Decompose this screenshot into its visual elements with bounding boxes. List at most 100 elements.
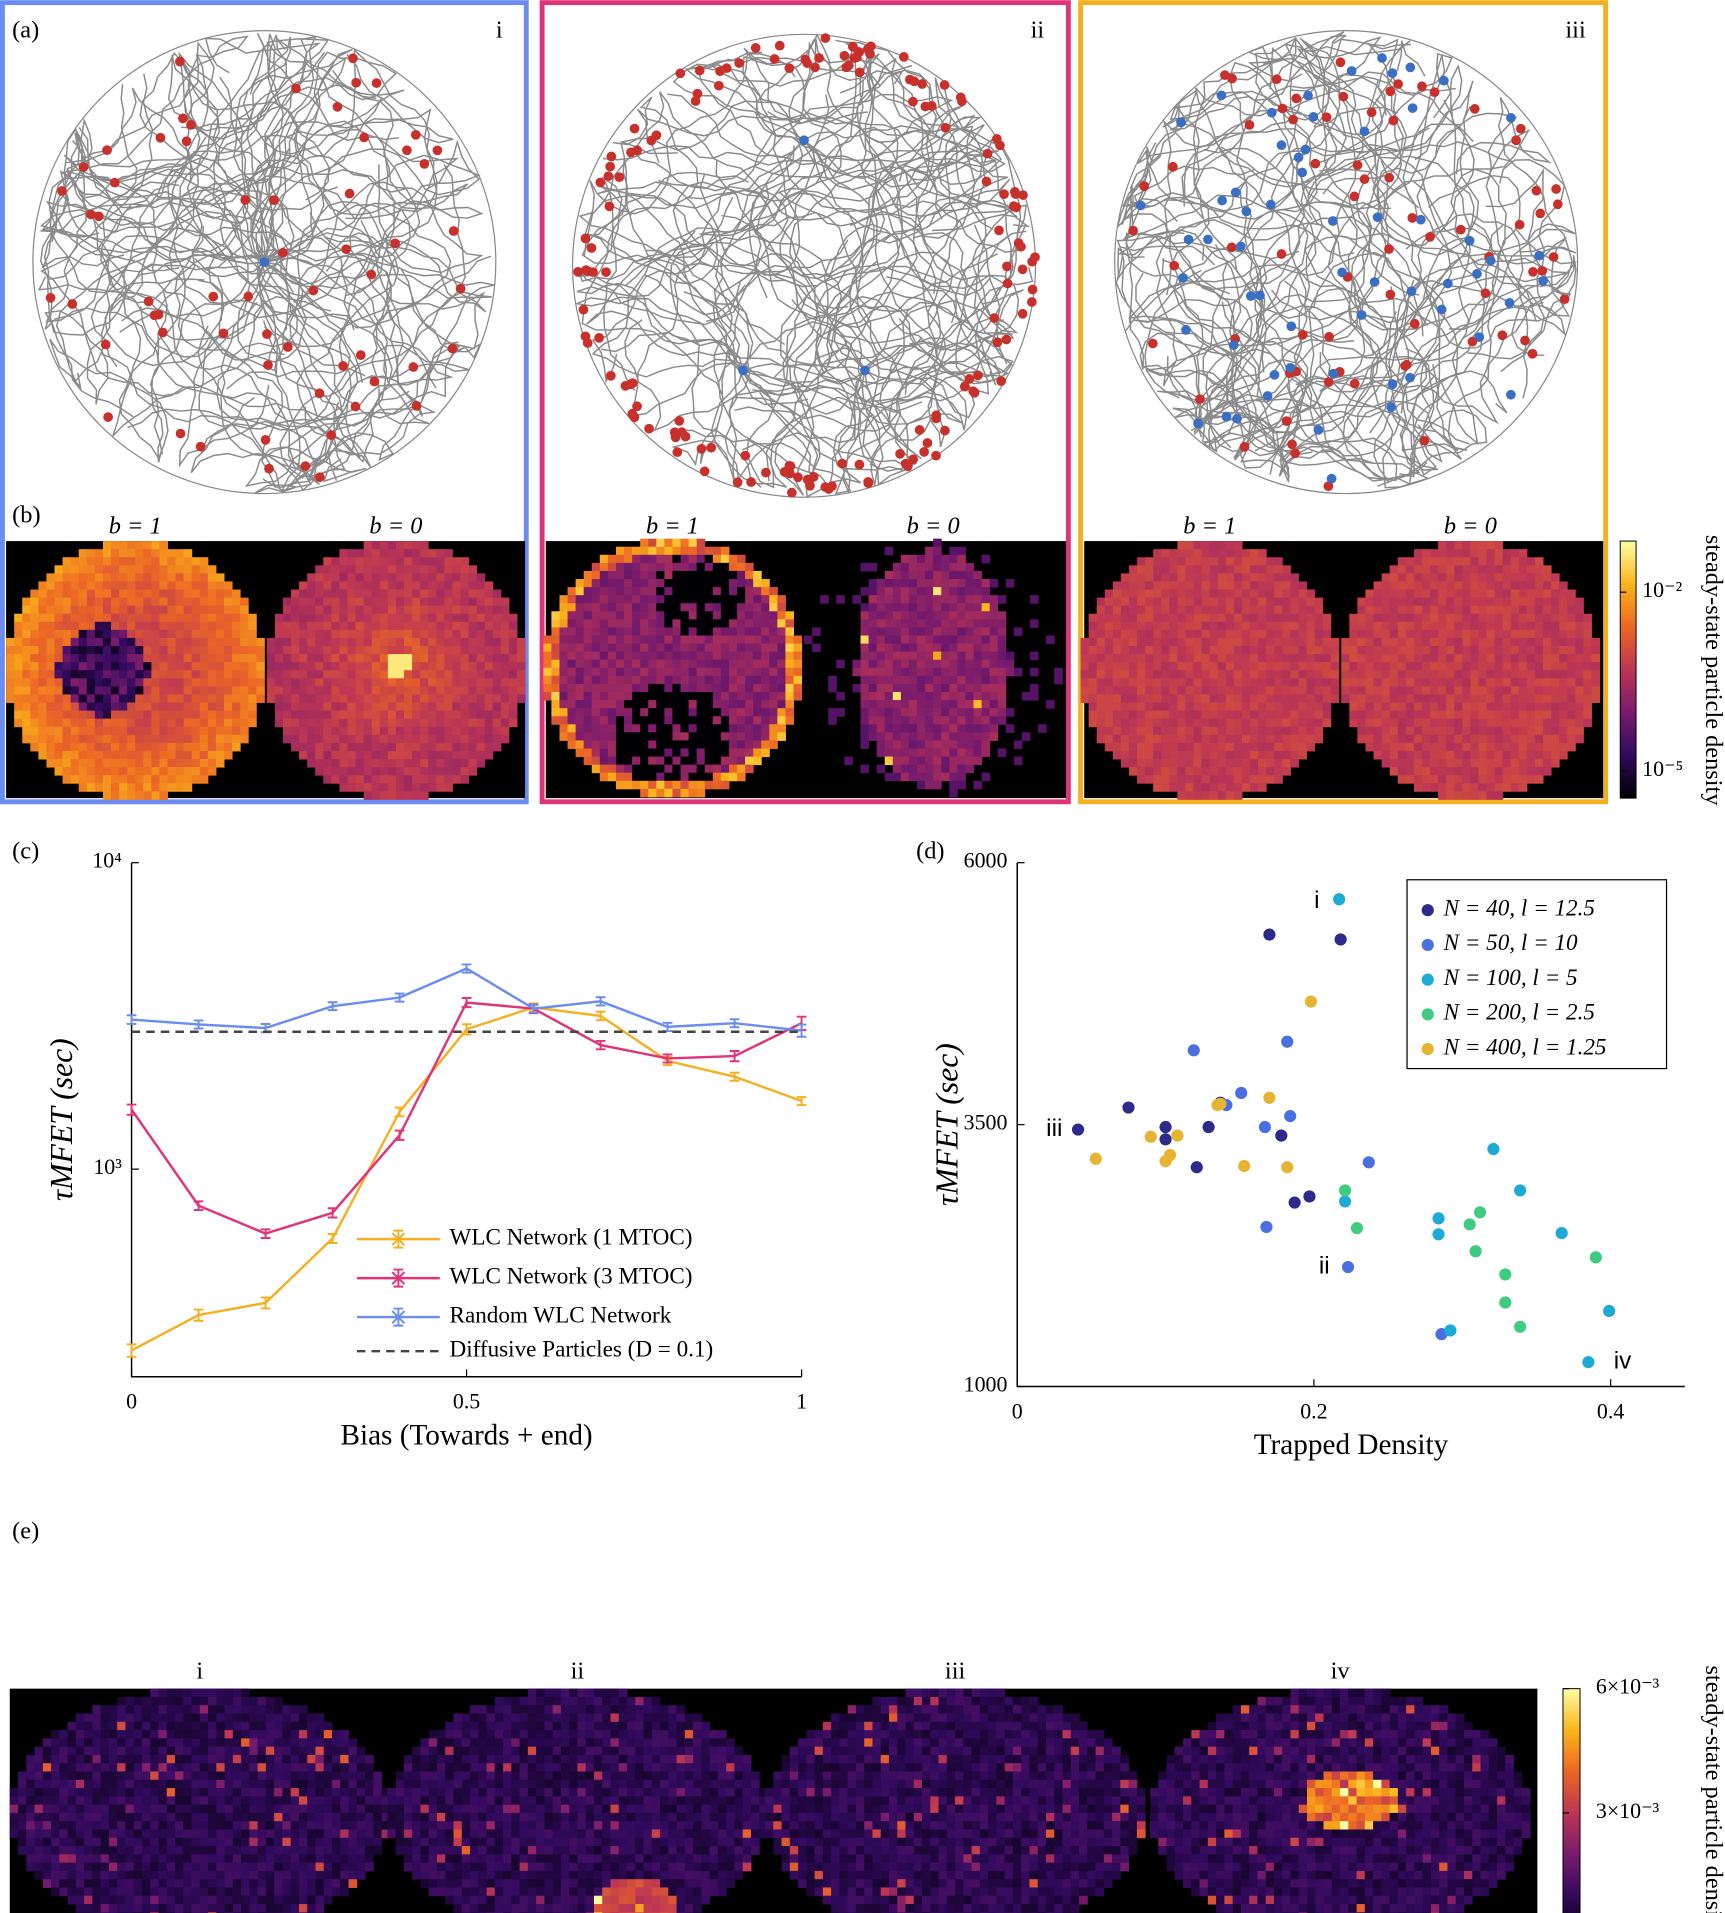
heatmap-cell (648, 619, 657, 628)
heatmap-cell (135, 726, 144, 736)
particle (243, 291, 254, 302)
heatmap-cell (339, 613, 348, 623)
heatmap-cell (151, 589, 160, 599)
heatmap-cell (785, 611, 795, 620)
heatmap-cell (1381, 758, 1391, 768)
heatmap-cell (1137, 589, 1146, 599)
heatmap-cell (656, 627, 665, 636)
particle (291, 83, 301, 94)
heatmap-cell (745, 748, 754, 758)
heatmap-cell (355, 775, 365, 784)
mtoc (1387, 68, 1398, 79)
heatmap-cell (607, 700, 617, 709)
heatmap-cell (363, 742, 373, 752)
heatmap-cell (508, 621, 518, 631)
heatmap-cell (745, 570, 754, 580)
heatmap-cell (728, 683, 738, 693)
heatmap-cell (567, 683, 577, 693)
heatmap-cell (468, 694, 478, 703)
heatmap-cell (363, 767, 373, 776)
heatmap-cell (412, 734, 421, 744)
heatmap-cell (1314, 702, 1324, 712)
heatmap-cell (1413, 718, 1423, 728)
heatmap-cell (680, 788, 690, 798)
heatmap-cell (119, 629, 128, 639)
heatmap-cell (315, 710, 324, 720)
particle (769, 54, 780, 64)
heatmap-cell (1349, 670, 1358, 679)
filament (671, 145, 795, 483)
heatmap-cell (54, 654, 64, 663)
heatmap-cell (1201, 662, 1211, 671)
heatmap-cell (1193, 646, 1203, 655)
heatmap-cell (363, 589, 373, 599)
heatmap-cell (30, 670, 39, 679)
heatmap-cell (1225, 613, 1235, 623)
heatmap-cell (1462, 541, 1471, 550)
heatmap-cell (46, 605, 56, 615)
heatmap-cell (688, 587, 698, 596)
heatmap-cell (323, 589, 332, 599)
frame-iii (1078, 0, 1609, 805)
heatmap-cell (1274, 686, 1283, 695)
heatmap-cell (78, 775, 88, 784)
heatmap-cell (232, 670, 241, 679)
heatmap-cell (1526, 775, 1536, 784)
heatmap-cell (989, 683, 999, 693)
heatmap-cell (1389, 742, 1399, 752)
heatmap-cell (387, 678, 397, 687)
heatmap-cell (387, 662, 397, 671)
heatmap-cell (989, 579, 999, 588)
heatmap-cell (1282, 742, 1291, 752)
heatmap-cell (387, 791, 397, 800)
particle (931, 410, 942, 421)
heatmap-cell (1526, 726, 1536, 736)
heatmap-cell (892, 611, 902, 620)
heatmap-cell (111, 783, 120, 792)
heatmap-cell (957, 764, 966, 774)
heatmap-cell (1314, 670, 1324, 679)
heatmap-cell (183, 694, 193, 703)
heatmap-cell (395, 678, 405, 687)
heatmap-cell (460, 767, 470, 776)
heatmap-cell (143, 758, 152, 768)
heatmap-cell (712, 675, 722, 685)
heatmap-cell (1104, 678, 1114, 687)
heatmap-cell (199, 581, 209, 590)
heatmap-cell (143, 678, 152, 687)
heatmap-cell (1290, 694, 1299, 703)
heatmap-cell (925, 724, 934, 733)
heatmap-cell (664, 611, 673, 620)
heatmap-cell (62, 767, 72, 776)
heatmap-cell (452, 670, 461, 679)
heatmap-cell (476, 573, 486, 582)
heatmap-cell (672, 619, 682, 628)
heatmap-cell (412, 750, 421, 760)
heatmap-cell (199, 621, 209, 631)
heatmap-cell (135, 597, 144, 607)
heatmap-cell (559, 627, 569, 636)
filament (233, 32, 459, 263)
heatmap-cell (1225, 565, 1235, 574)
heatmap-cell (1486, 678, 1496, 687)
heatmap-cell (680, 772, 690, 782)
heatmap-cell (86, 581, 96, 590)
particle (1291, 93, 1302, 104)
heatmap-cell (1510, 637, 1520, 647)
heatmap-cell (183, 670, 193, 679)
heatmap-cell (94, 726, 104, 736)
heatmap-cell (1298, 662, 1308, 671)
heatmap-cell (175, 597, 185, 607)
heatmap-cell (355, 581, 365, 590)
heatmap-cell (315, 597, 324, 607)
particle (692, 88, 703, 99)
filament (1214, 244, 1459, 469)
heatmap-cell (1478, 637, 1488, 647)
heatmap-cell (933, 748, 942, 758)
heatmap-cell (949, 683, 958, 693)
heatmap-cell (1462, 557, 1471, 566)
particle (1027, 256, 1038, 267)
heatmap-cell (191, 662, 201, 671)
heatmap-cell (599, 732, 609, 741)
heatmap-cell (175, 565, 185, 574)
